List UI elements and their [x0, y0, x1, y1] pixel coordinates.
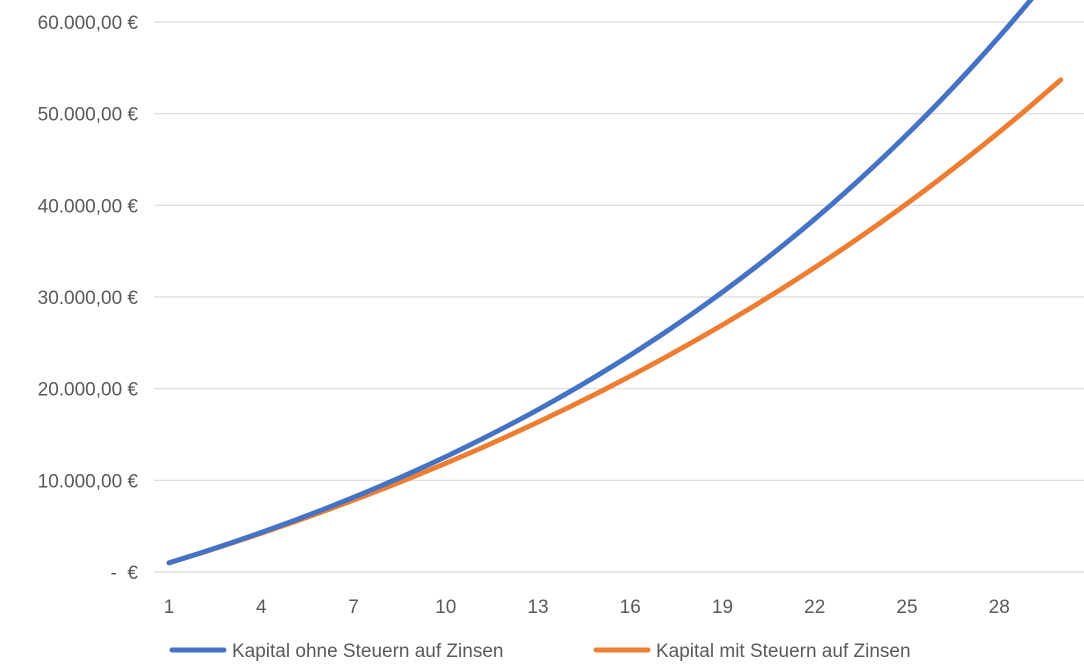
- y-tick-label-0: - €: [111, 563, 139, 584]
- legend: Kapital ohne Steuern auf Zinsen Kapital m…: [169, 641, 911, 662]
- x-tick-label-2: 7: [348, 597, 359, 618]
- x-tick-label-5: 16: [620, 597, 641, 618]
- gridlines: [154, 21, 1084, 573]
- y-tick-label-1: 10.000,00 €: [38, 471, 139, 492]
- x-tick-label-8: 25: [896, 597, 917, 618]
- legend-label-1: Kapital mit Steuern auf Zinsen: [656, 641, 911, 662]
- x-tick-label-7: 22: [804, 597, 825, 618]
- y-axis-tick-labels: - € 10.000,00 € 20.000,00 € 30.000,00 € 40.0…: [38, 13, 139, 584]
- x-tick-label-6: 19: [712, 597, 733, 618]
- y-tick-label-4: 40.000,00 €: [38, 196, 139, 217]
- series-line-0: [166, 0, 1034, 566]
- x-axis-tick-labels: 1 4 7 10 13 16 19 22 25 28: [164, 597, 1010, 618]
- y-tick-label-2: 20.000,00 €: [38, 380, 139, 401]
- y-tick-label-3: 30.000,00 €: [38, 288, 139, 309]
- x-tick-label-4: 13: [527, 597, 548, 618]
- x-tick-label-3: 10: [435, 597, 456, 618]
- series-lines: [166, 0, 1064, 566]
- x-tick-label-9: 28: [989, 597, 1010, 618]
- x-tick-label-1: 4: [256, 597, 267, 618]
- legend-label-0: Kapital ohne Steuern auf Zinsen: [232, 641, 503, 662]
- y-tick-label-5: 50.000,00 €: [38, 105, 139, 126]
- series-line-1: [166, 77, 1064, 566]
- y-tick-label-6: 60.000,00 €: [38, 13, 139, 34]
- x-tick-label-0: 1: [164, 597, 175, 618]
